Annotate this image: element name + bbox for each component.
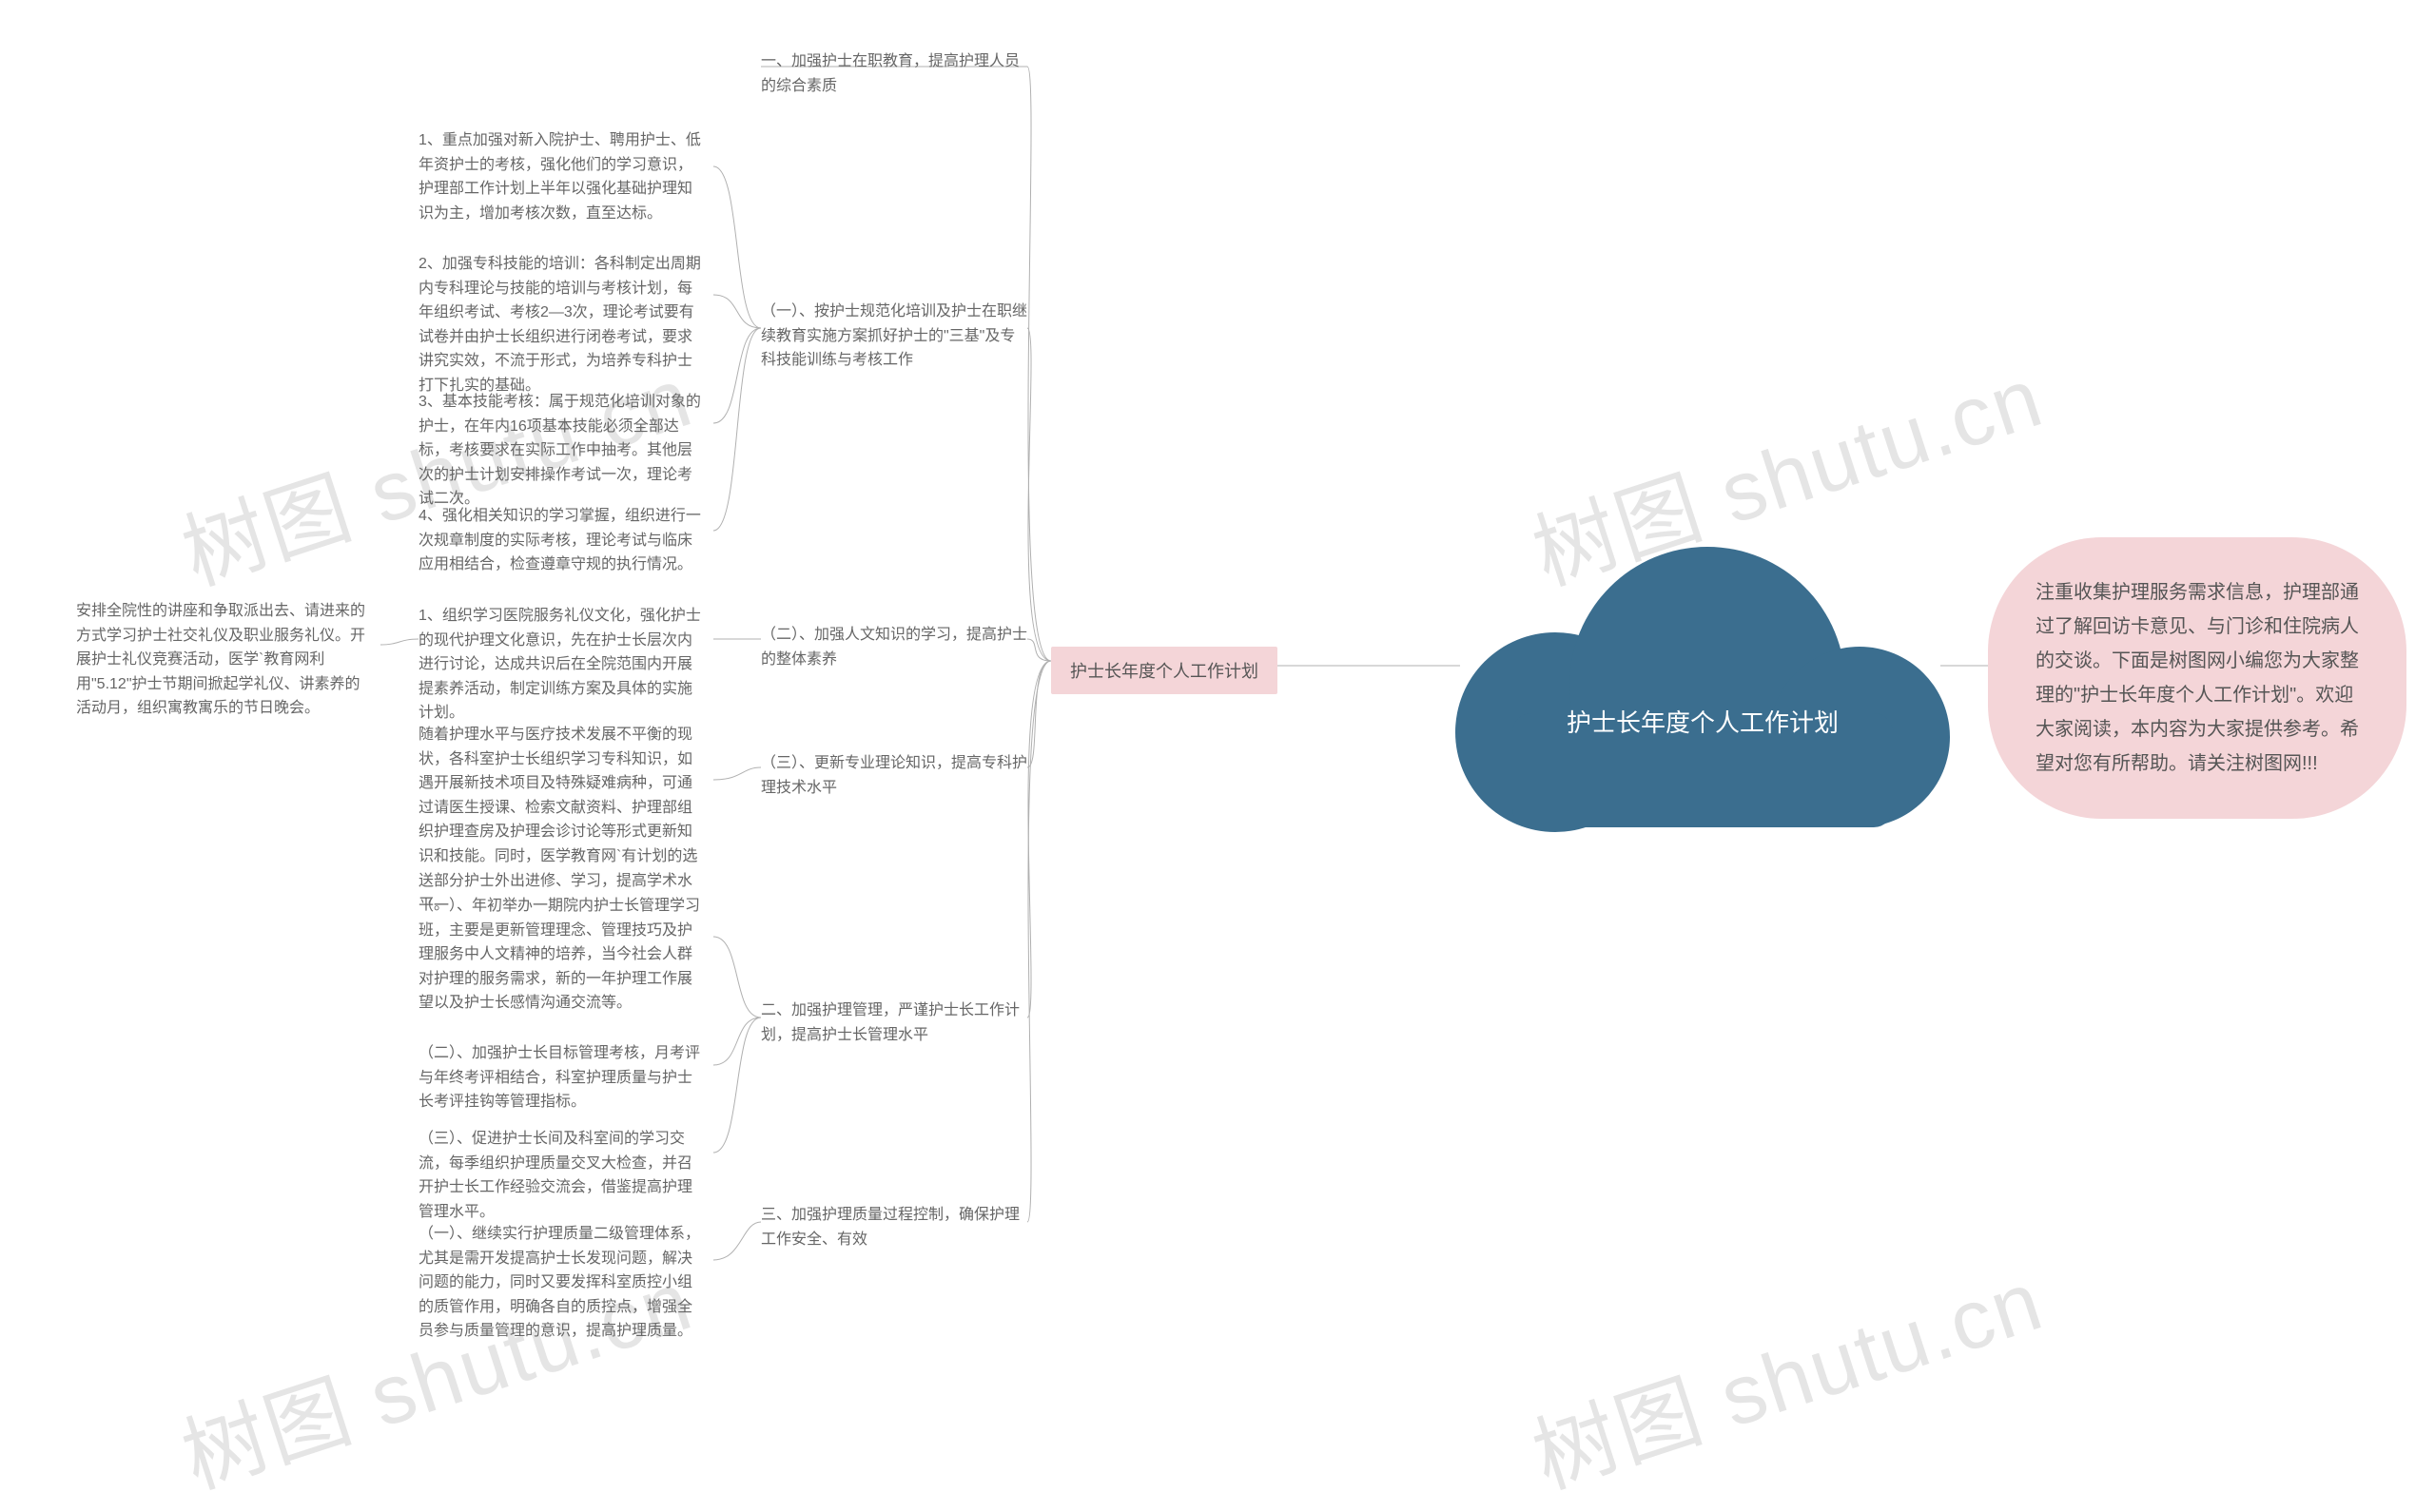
leaf-node: 2、加强专科技能的培训：各科制定出周期内专科理论与技能的培训与考核计划，每年组织…: [419, 252, 704, 398]
leaf-node: （一）、继续实行护理质量二级管理体系，尤其是需开发提高护士长发现问题，解决问题的…: [419, 1222, 704, 1344]
summary-bubble: 注重收集护理服务需求信息，护理部通过了解回访卡意见、与门诊和住院病人的交谈。下面…: [1988, 537, 2406, 819]
leaf-node: 1、组织学习医院服务礼仪文化，强化护士的现代护理文化意识，先在护士长层次内进行讨…: [419, 604, 704, 726]
leaf-node: 1、重点加强对新入院护士、聘用护士、低年资护士的考核，强化他们的学习意识，护理部…: [419, 128, 704, 225]
branch-node: 二、加强护理管理，严谨护士长工作计划，提高护士长管理水平: [761, 998, 1027, 1047]
leaf-node: 安排全院性的讲座和争取派出去、请进来的方式学习护士社交礼仪及职业服务礼仪。开展护…: [76, 599, 371, 721]
center-title: 护士长年度个人工作计划: [1560, 704, 1845, 739]
leaf-node: （三）、促进护士长间及科室间的学习交流，每季组织护理质量交叉大检查，并召开护士长…: [419, 1127, 704, 1224]
branch-node: 一、加强护士在职教育，提高护理人员的综合素质: [761, 49, 1027, 98]
leaf-node: 随着护理水平与医疗技术发展不平衡的现状，各科室护士长组织学习专科知识，如遇开展新…: [419, 723, 704, 918]
leaf-node: 3、基本技能考核：属于规范化培训对象的护士，在年内16项基本技能必须全部达标，考…: [419, 390, 704, 512]
sub-branch-node: （三）、更新专业理论知识，提高专科护理技术水平: [761, 751, 1027, 800]
branch-node: 三、加强护理质量过程控制，确保护理工作安全、有效: [761, 1203, 1027, 1251]
sub-branch-node: （一）、按护士规范化培训及护士在职继续教育实施方案抓好护士的"三基"及专科技能训…: [761, 300, 1027, 373]
watermark: 树图 shutu.cn: [1516, 1233, 2055, 1511]
leaf-node: 4、强化相关知识的学习掌握，组织进行一次规章制度的实际考核，理论考试与临床应用相…: [419, 504, 704, 577]
leaf-node: （一）、年初举办一期院内护士长管理学习班，主要是更新管理理念、管理技巧及护理服务…: [419, 894, 704, 1016]
leaf-node: （二）、加强护士长目标管理考核，月考评与年终考评相结合，科室护理质量与护士长考评…: [419, 1041, 704, 1115]
hub-node: 护士长年度个人工作计划: [1051, 647, 1277, 694]
center-node: 护士长年度个人工作计划: [1455, 528, 1950, 832]
sub-branch-node: （二）、加强人文知识的学习，提高护士的整体素养: [761, 623, 1027, 671]
